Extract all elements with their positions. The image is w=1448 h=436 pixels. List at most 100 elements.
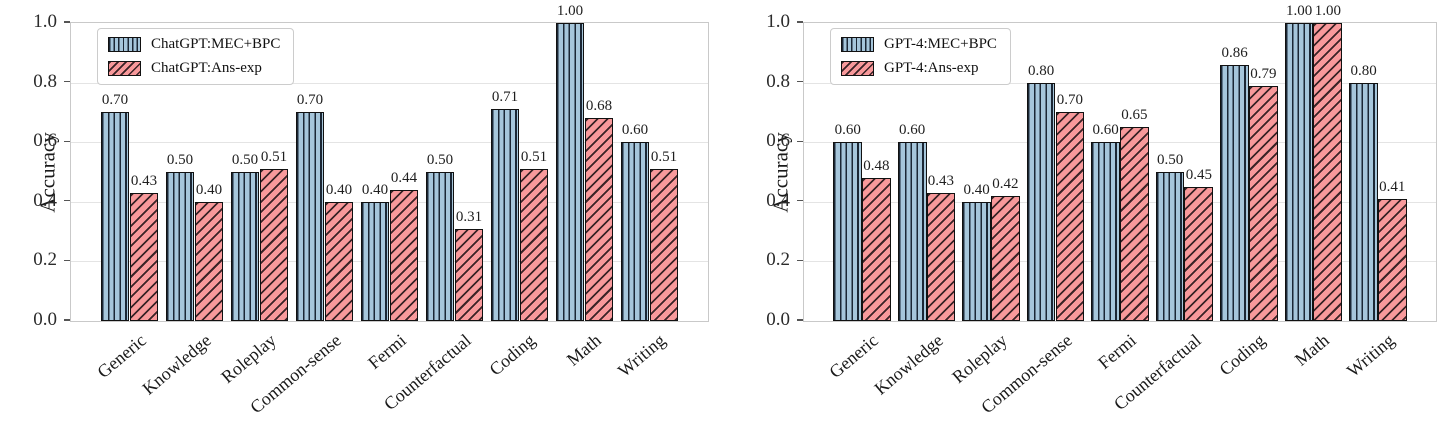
x-tick-label: Generic <box>92 330 150 382</box>
legend-item: GPT-4:Ans-exp <box>841 60 997 77</box>
bar-gpt-4-mec-bpc-generic <box>833 142 863 321</box>
bar-value-label: 0.51 <box>650 149 678 166</box>
bar-chatgpt-ans-exp-generic <box>129 192 159 321</box>
bar-value-label: 0.43 <box>130 172 158 189</box>
y-tick-label: 0.0 <box>766 309 790 330</box>
chart-panel-chatgpt: 0.70 0.43 0.50 0.40 0.50 0.51 0.70 0.40 0.40 0.44… <box>33 3 709 417</box>
bar-value-label: 0.70 <box>101 92 129 109</box>
y-tick-mark <box>797 80 803 83</box>
bar-chatgpt-ans-exp-fermi <box>389 189 419 321</box>
bar-chatgpt-mec-bpc-generic <box>100 112 130 321</box>
y-tick-mark <box>797 319 803 321</box>
legend-item: ChatGPT:Ans-exp <box>108 60 280 77</box>
bar-value-label: 0.79 <box>1250 65 1277 82</box>
bar-chatgpt-ans-exp-writing <box>649 169 679 321</box>
bar-value-label: 0.65 <box>1121 107 1148 124</box>
bar-value-label: 0.31 <box>455 208 483 225</box>
bar-gpt-4-mec-bpc-knowledge <box>897 142 927 321</box>
y-tick-label: 0.4 <box>766 189 790 211</box>
bar-gpt-4-mec-bpc-fermi <box>1091 142 1120 321</box>
bar-chatgpt-ans-exp-roleplay <box>259 169 289 321</box>
bar-value-label: 0.43 <box>927 172 954 189</box>
bar-value-label: 0.60 <box>899 122 926 139</box>
y-tick-mark <box>64 259 70 262</box>
y-tick-mark <box>797 21 803 23</box>
bar-value-label: 0.44 <box>390 169 418 186</box>
bar-gpt-4-ans-exp-fermi <box>1120 127 1149 321</box>
bar-gpt-4-mec-bpc-math <box>1284 23 1314 321</box>
bar-gpt-4-ans-exp-knowledge <box>926 192 956 321</box>
legend-label: ChatGPT:Ans-exp <box>151 60 262 76</box>
y-tick-mark <box>797 259 803 262</box>
y-tick-mark <box>64 319 70 321</box>
plot-area: 0.70 0.43 0.50 0.40 0.50 0.51 0.70 0.40 0.40 0.44… <box>70 3 709 322</box>
bar-value-label: 0.80 <box>1350 62 1377 79</box>
x-tick-label: Coding <box>485 330 540 380</box>
bar-value-label: 0.86 <box>1221 44 1248 61</box>
bar-value-label: 1.00 <box>1314 3 1341 19</box>
bar-value-label: 0.51 <box>520 149 548 166</box>
bar-value-label: 0.45 <box>1185 166 1212 183</box>
legend-swatch-diagonal-hatch <box>108 61 141 76</box>
y-tick-mark <box>64 21 70 23</box>
y-tick-mark <box>797 200 803 202</box>
y-tick-label: 0.6 <box>33 130 57 152</box>
bar-value-label: 0.50 <box>426 152 454 168</box>
legend-swatch-diagonal-hatch <box>841 61 874 76</box>
bar-chatgpt-mec-bpc-counterfactual <box>425 172 455 321</box>
y-tick-label: 0.0 <box>33 309 57 330</box>
bar-gpt-4-mec-bpc-roleplay <box>962 201 991 321</box>
plot-area: 0.60 0.48 0.60 0.43 0.40 0.42 0.80 0.70 0.60 0.65… <box>803 3 1437 322</box>
x-tick-label: Math <box>1291 330 1334 370</box>
bar-chatgpt-ans-exp-counterfactual <box>454 228 484 321</box>
bar-gpt-4-ans-exp-counterfactual <box>1184 186 1214 321</box>
bar-value-label: 0.50 <box>231 152 259 168</box>
bar-gpt-4-ans-exp-coding <box>1248 85 1278 321</box>
bar-chatgpt-mec-bpc-math <box>555 23 585 321</box>
y-tick-mark <box>797 140 803 142</box>
bar-chatgpt-mec-bpc-coding <box>490 109 520 321</box>
bar-value-label: 0.60 <box>621 122 649 139</box>
y-tick-mark <box>64 200 70 202</box>
y-tick-label: 0.6 <box>766 130 790 152</box>
bar-gpt-4-ans-exp-writing <box>1377 198 1407 321</box>
bar-chatgpt-mec-bpc-common-sense <box>295 112 325 321</box>
bar-value-label: 0.60 <box>834 122 861 139</box>
x-tick-label: Generic <box>825 330 882 382</box>
legend-label: ChatGPT:MEC+BPC <box>151 36 281 52</box>
bar-gpt-4-ans-exp-common-sense <box>1055 112 1085 321</box>
bar-gpt-4-ans-exp-generic <box>862 177 891 321</box>
y-tick-label: 0.8 <box>766 70 790 92</box>
bar-value-label: 0.50 <box>166 152 194 168</box>
legend: GPT-4:MEC+BPC GPT-4:Ans-exp <box>830 28 1011 85</box>
bar-value-label: 0.41 <box>1379 178 1406 195</box>
y-tick-label: 0.4 <box>33 189 57 211</box>
bar-chatgpt-ans-exp-common-sense <box>324 201 354 321</box>
x-tick-label: Fermi <box>1094 330 1140 373</box>
bar-chatgpt-ans-exp-coding <box>519 169 549 321</box>
bar-gpt-4-mec-bpc-coding <box>1220 64 1249 321</box>
bar-value-label: 0.50 <box>1157 152 1184 168</box>
x-tick-label: Writing <box>1342 330 1398 381</box>
bar-value-label: 0.42 <box>992 175 1019 192</box>
bar-value-label: 0.60 <box>1092 122 1119 139</box>
gridline <box>804 82 1436 84</box>
y-tick-mark <box>64 80 70 83</box>
x-tick-label: Math <box>562 330 605 370</box>
bar-gpt-4-ans-exp-math <box>1313 23 1343 321</box>
legend-swatch-vertical-hatch <box>108 37 141 52</box>
bar-value-label: 0.48 <box>863 157 890 174</box>
y-tick-label: 1.0 <box>33 11 57 32</box>
legend-item: ChatGPT:MEC+BPC <box>108 36 280 53</box>
legend-label: GPT-4:Ans-exp <box>884 60 979 76</box>
x-tick-label: Roleplay <box>216 330 280 388</box>
y-tick-label: 1.0 <box>766 11 790 32</box>
bar-value-label: 0.70 <box>1056 92 1083 109</box>
bar-value-label: 0.40 <box>325 181 353 198</box>
bar-value-label: 0.51 <box>260 149 288 166</box>
bar-value-label: 0.71 <box>491 89 519 106</box>
legend: ChatGPT:MEC+BPC ChatGPT:Ans-exp <box>97 28 295 85</box>
bar-gpt-4-mec-bpc-counterfactual <box>1155 172 1185 321</box>
legend-swatch-vertical-hatch <box>841 37 874 52</box>
